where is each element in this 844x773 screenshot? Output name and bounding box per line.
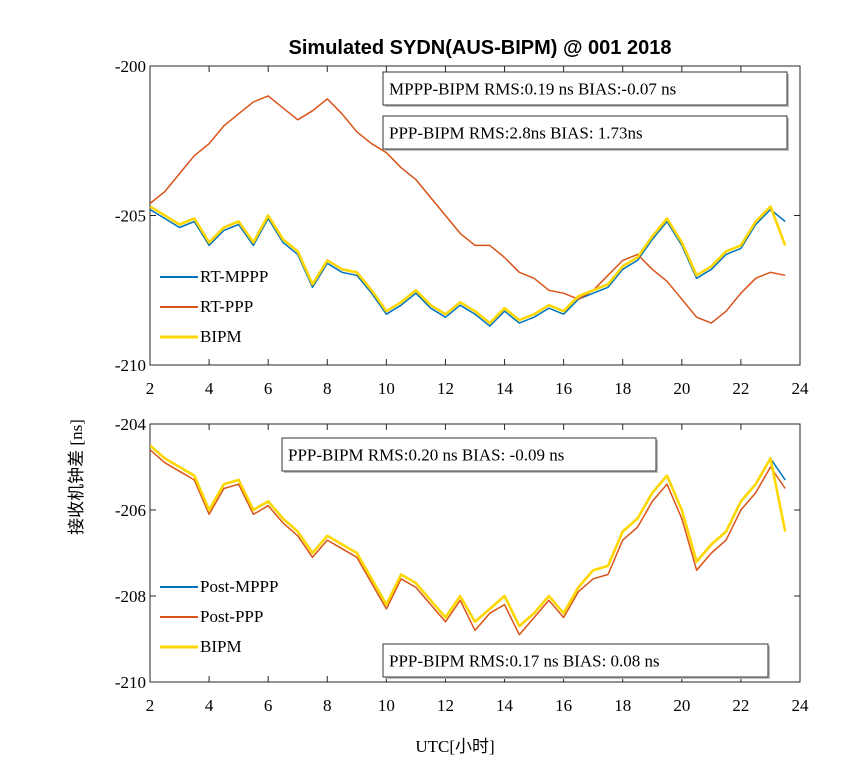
annotation-box bbox=[382, 643, 769, 678]
x-tick-label: 2 bbox=[146, 379, 155, 398]
y-tick-label: -205 bbox=[115, 207, 146, 226]
y-tick-label: -200 bbox=[115, 57, 146, 76]
annotation-box bbox=[382, 71, 788, 106]
x-tick-label: 14 bbox=[496, 696, 514, 715]
annotation-text: PPP-BIPM RMS:0.20 ns BIAS: -0.09 ns bbox=[288, 446, 564, 465]
annotation-text: MPPP-BIPM RMS:0.19 ns BIAS:-0.07 ns bbox=[389, 80, 676, 99]
chart-title: Simulated SYDN(AUS-BIPM) @ 001 2018 bbox=[289, 37, 672, 59]
series-line-bipm bbox=[150, 444, 787, 628]
x-tick-label: 24 bbox=[792, 379, 810, 398]
x-tick-label: 24 bbox=[792, 696, 810, 715]
x-tick-label: 10 bbox=[378, 379, 395, 398]
x-tick-label: 6 bbox=[264, 696, 273, 715]
series-line-rt-mppp bbox=[150, 208, 786, 327]
x-tick-label: 16 bbox=[555, 696, 572, 715]
y-tick-label: -208 bbox=[115, 587, 146, 606]
x-tick-label: 8 bbox=[323, 379, 332, 398]
legend-label: RT-MPPP bbox=[200, 267, 268, 286]
y-tick-label: -204 bbox=[115, 415, 147, 434]
x-tick-label: 8 bbox=[323, 696, 332, 715]
x-tick-label: 22 bbox=[732, 379, 749, 398]
x-tick-label: 22 bbox=[732, 696, 749, 715]
x-tick-label: 20 bbox=[673, 379, 690, 398]
x-tick-label: 20 bbox=[673, 696, 690, 715]
legend-label: RT-PPP bbox=[200, 297, 253, 316]
legend-label: BIPM bbox=[200, 327, 242, 346]
x-tick-label: 18 bbox=[614, 379, 631, 398]
legend-label: Post-PPP bbox=[200, 607, 263, 626]
y-tick-label: -206 bbox=[115, 501, 146, 520]
x-tick-label: 16 bbox=[555, 379, 572, 398]
annotation-text: PPP-BIPM RMS:2.8ns BIAS: 1.73ns bbox=[389, 124, 643, 143]
x-tick-label: 12 bbox=[437, 696, 454, 715]
top-panel: 2 4 6 8 10 12 14 16 18 20 22 24-200-205-210RT-MPPPR… bbox=[115, 57, 809, 398]
series-line-post-ppp bbox=[150, 449, 786, 636]
x-tick-label: 14 bbox=[496, 379, 514, 398]
series-line-bipm bbox=[150, 205, 787, 325]
x-tick-label: 18 bbox=[614, 696, 631, 715]
x-tick-label: 6 bbox=[264, 379, 273, 398]
y-tick-label: -210 bbox=[115, 356, 146, 375]
x-tick-label: 2 bbox=[146, 696, 155, 715]
x-tick-label: 4 bbox=[205, 696, 214, 715]
legend-label: Post-MPPP bbox=[200, 577, 278, 596]
y-tick-label: -210 bbox=[115, 673, 146, 692]
x-tick-label: 12 bbox=[437, 379, 454, 398]
y-axis-label: 接收机钟差 [ns] bbox=[67, 419, 86, 535]
series-line-rt-ppp bbox=[150, 95, 786, 324]
plot-frame bbox=[149, 423, 801, 683]
series-group bbox=[150, 444, 787, 636]
bottom-panel: 2 4 6 8 10 12 14 16 18 20 22 24-204-206-208-210Post… bbox=[115, 415, 809, 715]
legend-label: BIPM bbox=[200, 637, 242, 656]
annotation-box bbox=[382, 115, 788, 150]
x-axis-label: UTC[小时] bbox=[415, 737, 494, 756]
series-group bbox=[150, 95, 787, 327]
annotation-box bbox=[281, 437, 657, 472]
annotation-text: PPP-BIPM RMS:0.17 ns BIAS: 0.08 ns bbox=[389, 652, 660, 671]
x-tick-label: 4 bbox=[205, 379, 214, 398]
x-tick-label: 10 bbox=[378, 696, 395, 715]
